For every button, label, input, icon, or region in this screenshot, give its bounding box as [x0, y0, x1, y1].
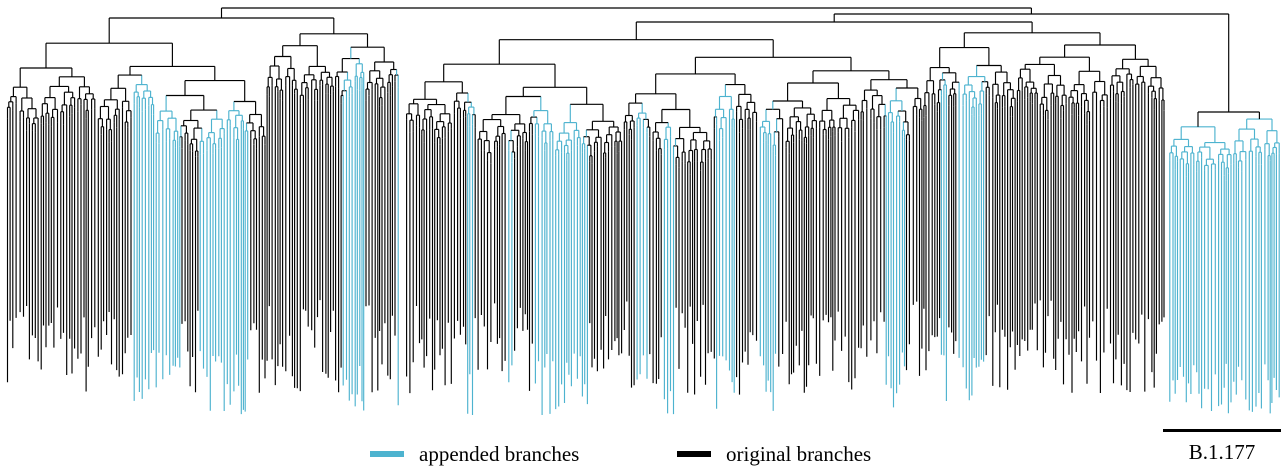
legend-original-branches: original branches	[677, 440, 871, 468]
legend-swatch-original	[677, 451, 711, 457]
phylogenetic-tree	[6, 7, 1280, 415]
tree-branches	[6, 7, 1280, 415]
clade-label: B.1.177	[1188, 440, 1256, 464]
clade-bar	[1163, 429, 1281, 432]
legend-appended-branches: appended branches	[370, 440, 579, 468]
legend-swatch-appended	[370, 451, 404, 457]
legend-label-appended: appended branches	[419, 441, 580, 466]
legend-label-original: original branches	[726, 441, 872, 466]
